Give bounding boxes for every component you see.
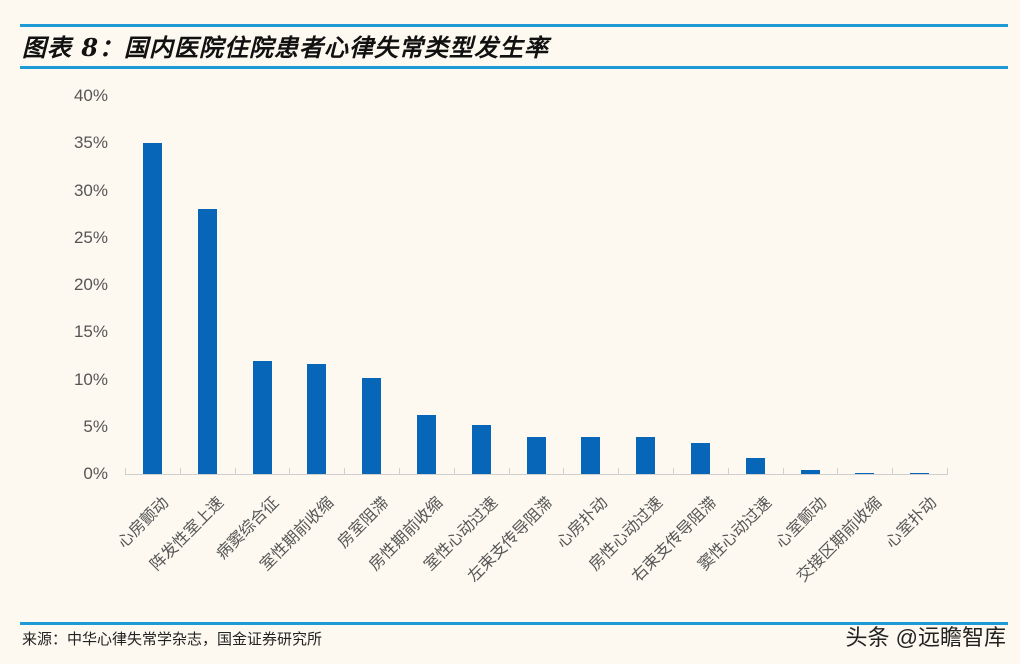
y-tick-label: 35% [73, 133, 108, 153]
y-tick-label: 10% [73, 369, 108, 389]
x-category-label: 心室扑动 [882, 494, 940, 552]
footer-rule [20, 622, 1008, 625]
bar [636, 437, 656, 474]
bar [581, 437, 601, 474]
y-tick-label: 30% [73, 180, 108, 200]
bar [142, 143, 162, 474]
y-tick-label: 0% [83, 464, 108, 483]
bar [526, 437, 546, 474]
x-tick-mark [892, 468, 894, 475]
bar [252, 360, 272, 474]
x-tick-mark [618, 468, 620, 475]
top-rule [20, 24, 1008, 27]
bar [910, 473, 930, 474]
bar [471, 424, 491, 474]
watermark: 头条 @远瞻智库 [845, 625, 1006, 650]
bar [362, 377, 382, 474]
x-tick-mark [508, 468, 510, 475]
source-note: 来源：中华心律失常学杂志，国金证券研究所 [22, 630, 323, 648]
x-tick-mark [179, 468, 181, 475]
x-tick-mark [399, 468, 400, 475]
x-axis [125, 474, 947, 475]
bar [307, 364, 327, 474]
x-tick-mark [289, 468, 291, 475]
y-tick-label: 25% [73, 227, 108, 247]
x-tick-mark [563, 468, 565, 475]
title-rule [20, 66, 1008, 69]
x-tick-mark [947, 468, 948, 475]
x-tick-mark [673, 468, 674, 475]
x-tick-mark [125, 468, 126, 475]
bar [197, 209, 217, 474]
bar [416, 415, 436, 474]
bar [690, 442, 710, 474]
chart-title: 图表 8：国内医院住院患者心律失常类型发生率 [22, 33, 550, 62]
x-tick-mark [727, 468, 729, 475]
y-tick-label: 5% [83, 416, 108, 436]
y-tick-label: 40% [73, 86, 108, 105]
y-tick-label: 15% [73, 322, 108, 342]
x-tick-mark [837, 468, 839, 475]
bar-chart: 0% 5% 10% 15% 20% 25% 30% 35% 40% 心房颤动 阵发性室上速 病窦综合征… [73, 86, 948, 585]
y-tick-label: 20% [73, 275, 108, 294]
x-tick-mark [782, 468, 784, 475]
x-tick-mark [453, 468, 455, 475]
x-tick-mark [234, 468, 236, 475]
x-tick-mark [344, 468, 346, 475]
bar [855, 472, 875, 474]
bar [745, 457, 765, 474]
bar [800, 470, 820, 474]
